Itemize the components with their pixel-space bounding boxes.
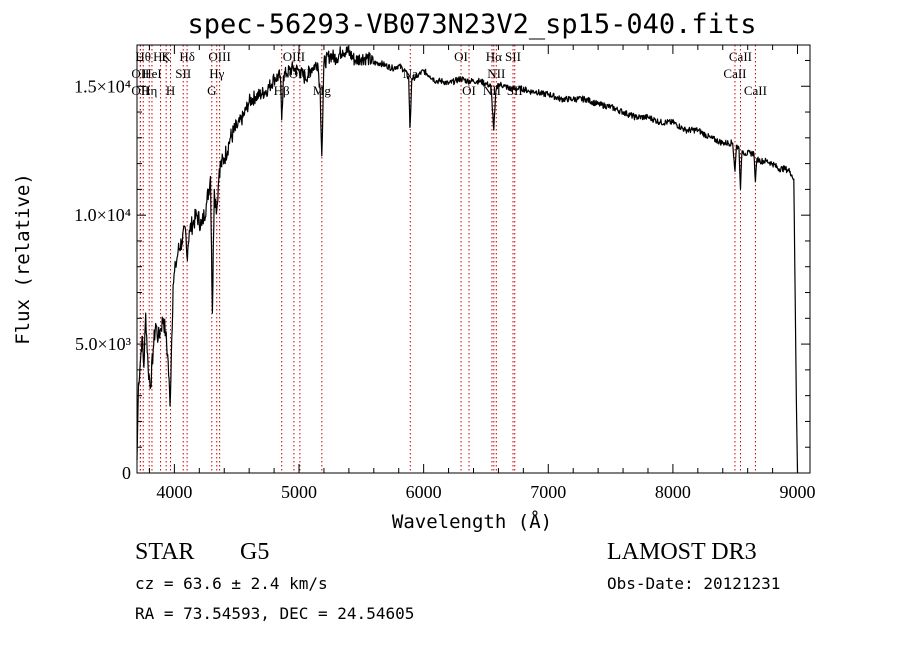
plot-frame xyxy=(136,44,811,474)
line-marker-label: OII xyxy=(131,66,149,81)
observation-date: Obs-Date: 20121231 xyxy=(607,574,780,593)
y-tick-label: 1.0×10⁴ xyxy=(74,205,131,225)
line-marker-label: NII xyxy=(483,83,501,98)
line-marker-label: CaII xyxy=(723,66,746,81)
line-marker-label: OI xyxy=(462,83,476,98)
x-axis-label: Wavelength (Å) xyxy=(392,510,552,533)
line-marker-label: Na xyxy=(403,66,418,81)
line-marker-label: SII xyxy=(507,83,523,98)
x-tick-label: 5000 xyxy=(281,482,317,502)
redshift-value: cz = 63.6 ± 2.4 km/s xyxy=(135,574,328,593)
line-marker-label: Hζ xyxy=(153,49,168,64)
x-tick-label: 6000 xyxy=(406,482,442,502)
line-marker-label: SII xyxy=(505,49,521,64)
y-tick-label: 1.5×10⁴ xyxy=(74,76,131,96)
line-marker-label: CaII xyxy=(729,49,752,64)
line-marker-label: G xyxy=(207,83,216,98)
y-tick-label: 0 xyxy=(122,463,131,483)
line-marker-label: H xyxy=(166,83,175,98)
line-marker-label: K xyxy=(161,49,171,64)
line-marker-label: CaII xyxy=(744,83,767,98)
chart-title: spec-56293-VB073N23V2_sp15-040.fits xyxy=(188,9,757,40)
line-marker-label: Hη xyxy=(141,83,157,98)
y-tick-label: 5.0×10³ xyxy=(75,334,132,354)
object-class: STAR xyxy=(135,539,194,565)
x-tick-label: 9000 xyxy=(780,482,816,502)
spectral-line-labels: HθOIIOIIHηHeIHζKHSIIHδGHγOIIIHβOIIIOIIIM… xyxy=(131,49,767,98)
survey-name: LAMOST DR3 xyxy=(607,539,757,565)
line-marker-label: SII xyxy=(175,66,191,81)
line-marker-label: OI xyxy=(454,49,468,64)
coordinates: RA = 73.54593, DEC = 24.54605 xyxy=(135,604,414,623)
y-axis-ticks: 0 5.0×10³ 1.0×10⁴ 1.5×10⁴ xyxy=(74,59,810,483)
spectrum-line xyxy=(136,46,799,474)
line-marker-label: Hα xyxy=(486,49,502,64)
line-marker-label: Mg xyxy=(313,83,332,98)
line-marker-label: Hγ xyxy=(209,66,224,81)
x-axis-ticks: 4000 5000 6000 7000 8000 9000 xyxy=(148,45,816,502)
spectral-line-markers xyxy=(139,45,756,473)
x-tick-label: 4000 xyxy=(156,482,192,502)
y-axis-label: Flux (relative) xyxy=(12,173,34,345)
line-marker-label: OIII xyxy=(208,49,230,64)
line-marker-label: Hθ xyxy=(135,49,151,64)
line-marker-label: OIII xyxy=(283,49,305,64)
object-subclass: G5 xyxy=(240,539,269,565)
x-tick-label: 7000 xyxy=(530,482,566,502)
line-marker-label: HeI xyxy=(142,66,162,81)
line-marker-label: OIII xyxy=(289,66,311,81)
line-marker-label: NII xyxy=(487,66,505,81)
line-marker-label: Hδ xyxy=(179,49,195,64)
line-marker-label: Hβ xyxy=(274,83,290,98)
x-tick-label: 8000 xyxy=(655,482,691,502)
